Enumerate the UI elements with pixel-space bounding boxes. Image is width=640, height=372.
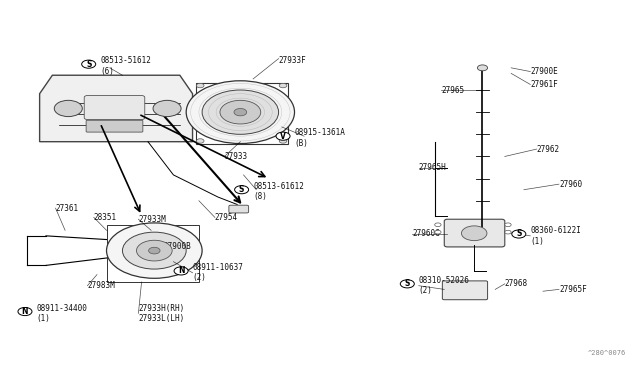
Circle shape (276, 132, 290, 140)
Circle shape (174, 267, 188, 275)
Circle shape (148, 247, 160, 254)
Circle shape (186, 81, 294, 144)
Circle shape (196, 83, 204, 88)
Text: 08513-61612
(8): 08513-61612 (8) (253, 182, 304, 201)
Text: S: S (516, 230, 522, 238)
Text: ^280^0076: ^280^0076 (588, 350, 626, 356)
Text: 28351: 28351 (94, 213, 117, 222)
Text: 27960: 27960 (559, 180, 582, 189)
Circle shape (136, 240, 172, 261)
Text: 08911-10637
(2): 08911-10637 (2) (193, 263, 243, 282)
Text: 27933: 27933 (225, 152, 248, 161)
Circle shape (196, 139, 204, 143)
Circle shape (220, 100, 260, 124)
Text: N: N (178, 266, 184, 275)
Text: 27933H(RH)
27933L(LH): 27933H(RH) 27933L(LH) (138, 304, 185, 323)
Text: 08915-1361A
(B): 08915-1361A (B) (294, 128, 346, 148)
Text: 27961F: 27961F (531, 80, 558, 89)
Text: 08911-34400
(1): 08911-34400 (1) (36, 304, 87, 323)
Circle shape (234, 109, 246, 116)
FancyBboxPatch shape (84, 96, 145, 119)
Text: 27965F: 27965F (559, 285, 587, 294)
Circle shape (512, 230, 526, 238)
Circle shape (82, 60, 96, 68)
FancyBboxPatch shape (442, 281, 488, 300)
Circle shape (122, 232, 186, 269)
Text: 27965: 27965 (441, 86, 464, 94)
Text: 27983M: 27983M (88, 281, 115, 290)
Circle shape (477, 65, 488, 71)
Text: 27933F: 27933F (278, 56, 307, 65)
Text: 08513-51612
(6): 08513-51612 (6) (100, 56, 151, 76)
Circle shape (153, 100, 181, 116)
Text: 27933M: 27933M (138, 215, 166, 224)
Circle shape (400, 280, 414, 288)
Text: S: S (86, 60, 92, 69)
Circle shape (279, 83, 287, 88)
Text: 27900E: 27900E (531, 67, 558, 76)
FancyBboxPatch shape (86, 120, 143, 132)
Text: 08310-52026
(2): 08310-52026 (2) (419, 276, 470, 295)
Text: S: S (404, 279, 410, 288)
Circle shape (279, 139, 287, 143)
Text: 27962: 27962 (537, 145, 560, 154)
Circle shape (505, 230, 511, 234)
FancyBboxPatch shape (444, 219, 505, 247)
Circle shape (461, 226, 487, 241)
Circle shape (54, 100, 83, 116)
Circle shape (18, 308, 32, 315)
Circle shape (106, 223, 202, 278)
Text: 27361: 27361 (56, 203, 79, 213)
Text: 27965H: 27965H (419, 163, 447, 172)
Text: 27968: 27968 (505, 279, 528, 288)
Text: 27954: 27954 (215, 213, 238, 222)
Circle shape (235, 186, 248, 194)
Text: 08360-6122I
(1): 08360-6122I (1) (531, 226, 581, 246)
FancyBboxPatch shape (229, 205, 248, 213)
Text: S: S (239, 185, 244, 194)
Circle shape (202, 90, 278, 134)
Circle shape (505, 223, 511, 227)
Circle shape (435, 230, 441, 234)
Text: N: N (22, 307, 28, 316)
Text: 27900B: 27900B (164, 243, 191, 251)
Text: V: V (280, 132, 286, 141)
Text: 27960G: 27960G (412, 230, 440, 238)
Polygon shape (40, 75, 193, 142)
Circle shape (435, 223, 441, 227)
